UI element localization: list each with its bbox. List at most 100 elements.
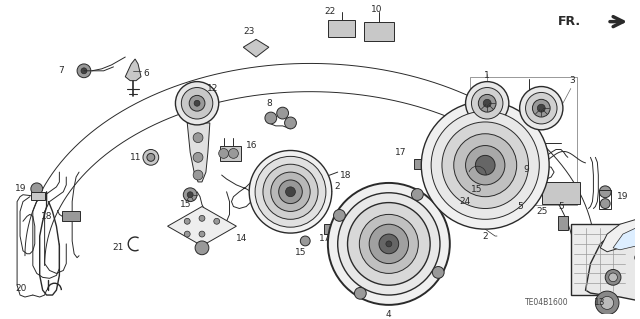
Polygon shape bbox=[243, 39, 269, 57]
Circle shape bbox=[454, 134, 516, 197]
Text: 11: 11 bbox=[129, 153, 141, 162]
Text: 17: 17 bbox=[319, 234, 331, 242]
Circle shape bbox=[147, 153, 155, 161]
Circle shape bbox=[483, 99, 491, 107]
Circle shape bbox=[183, 188, 197, 202]
Text: 5: 5 bbox=[518, 202, 524, 211]
Circle shape bbox=[465, 145, 505, 185]
Circle shape bbox=[255, 156, 326, 227]
Polygon shape bbox=[600, 216, 640, 254]
Circle shape bbox=[81, 68, 87, 74]
Text: 23: 23 bbox=[243, 27, 255, 36]
Circle shape bbox=[199, 215, 205, 221]
Bar bbox=[324, 224, 344, 234]
Text: 15: 15 bbox=[294, 248, 306, 257]
Text: 15: 15 bbox=[179, 200, 191, 209]
Text: 20: 20 bbox=[15, 284, 27, 293]
Circle shape bbox=[328, 183, 450, 305]
Bar bbox=[415, 159, 434, 169]
Polygon shape bbox=[188, 123, 210, 182]
Circle shape bbox=[193, 152, 203, 162]
Polygon shape bbox=[613, 224, 640, 250]
Circle shape bbox=[369, 224, 408, 263]
Bar bbox=[558, 216, 568, 230]
Text: 2: 2 bbox=[335, 182, 340, 191]
Circle shape bbox=[538, 104, 545, 112]
Circle shape bbox=[194, 100, 200, 106]
Circle shape bbox=[421, 101, 549, 229]
Circle shape bbox=[300, 236, 310, 246]
Circle shape bbox=[609, 273, 618, 282]
Circle shape bbox=[199, 231, 205, 237]
Bar bbox=[542, 182, 580, 204]
Circle shape bbox=[476, 155, 495, 175]
Text: 1: 1 bbox=[484, 71, 490, 80]
Circle shape bbox=[276, 107, 289, 119]
Text: 5: 5 bbox=[558, 202, 564, 211]
Bar bbox=[364, 22, 394, 41]
Circle shape bbox=[143, 150, 159, 165]
Text: 25: 25 bbox=[537, 207, 548, 216]
Text: 12: 12 bbox=[207, 84, 218, 93]
Circle shape bbox=[184, 218, 190, 224]
Text: 8: 8 bbox=[266, 99, 272, 108]
Circle shape bbox=[433, 266, 444, 278]
Text: 19: 19 bbox=[15, 184, 27, 193]
Circle shape bbox=[457, 187, 467, 197]
Circle shape bbox=[605, 270, 621, 285]
Circle shape bbox=[333, 210, 346, 221]
Text: 14: 14 bbox=[236, 234, 248, 242]
Bar bbox=[62, 211, 80, 221]
Circle shape bbox=[348, 203, 430, 285]
Text: 4: 4 bbox=[386, 310, 392, 319]
Text: 24: 24 bbox=[460, 197, 471, 206]
Circle shape bbox=[249, 151, 332, 233]
Circle shape bbox=[595, 291, 619, 315]
Text: 16: 16 bbox=[246, 141, 258, 150]
Text: FR.: FR. bbox=[557, 15, 580, 28]
Bar bbox=[470, 77, 577, 204]
Circle shape bbox=[228, 149, 238, 158]
Circle shape bbox=[278, 180, 302, 204]
Circle shape bbox=[635, 253, 640, 263]
Text: TE04B1600: TE04B1600 bbox=[525, 298, 568, 308]
Circle shape bbox=[431, 111, 540, 219]
Circle shape bbox=[214, 218, 220, 224]
Polygon shape bbox=[125, 59, 141, 81]
Circle shape bbox=[195, 241, 209, 255]
Text: 3: 3 bbox=[569, 76, 575, 85]
Text: 17: 17 bbox=[395, 148, 406, 157]
Circle shape bbox=[472, 87, 503, 119]
Bar bbox=[599, 190, 611, 210]
Circle shape bbox=[599, 186, 611, 198]
Circle shape bbox=[31, 183, 43, 195]
Circle shape bbox=[600, 199, 610, 209]
Circle shape bbox=[355, 287, 366, 299]
Text: 22: 22 bbox=[324, 7, 335, 16]
Circle shape bbox=[338, 193, 440, 295]
Circle shape bbox=[219, 149, 228, 158]
Circle shape bbox=[188, 192, 193, 198]
Circle shape bbox=[285, 187, 296, 197]
Circle shape bbox=[601, 296, 614, 309]
Bar bbox=[507, 185, 534, 203]
Text: 19: 19 bbox=[617, 192, 628, 201]
Bar bbox=[328, 20, 355, 37]
Circle shape bbox=[448, 210, 458, 219]
Text: 18: 18 bbox=[41, 212, 52, 221]
Circle shape bbox=[271, 172, 310, 211]
Polygon shape bbox=[168, 206, 236, 246]
Circle shape bbox=[184, 231, 190, 237]
Circle shape bbox=[442, 122, 529, 209]
Text: 6: 6 bbox=[143, 69, 148, 78]
Circle shape bbox=[478, 94, 496, 112]
Text: 18: 18 bbox=[340, 171, 351, 180]
Bar bbox=[220, 145, 241, 161]
Text: 21: 21 bbox=[112, 243, 124, 252]
Circle shape bbox=[412, 189, 423, 200]
Text: 7: 7 bbox=[58, 66, 64, 75]
Text: 15: 15 bbox=[470, 185, 482, 194]
Circle shape bbox=[359, 214, 419, 273]
Polygon shape bbox=[586, 221, 640, 307]
Circle shape bbox=[379, 234, 399, 254]
